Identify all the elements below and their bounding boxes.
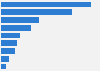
Bar [1,56,9,62]
Bar [1,9,72,15]
Bar [1,33,20,38]
Bar [1,48,15,54]
Bar [1,25,31,31]
Bar [1,2,91,7]
Bar [1,17,39,23]
Bar [1,64,6,69]
Bar [1,40,17,46]
